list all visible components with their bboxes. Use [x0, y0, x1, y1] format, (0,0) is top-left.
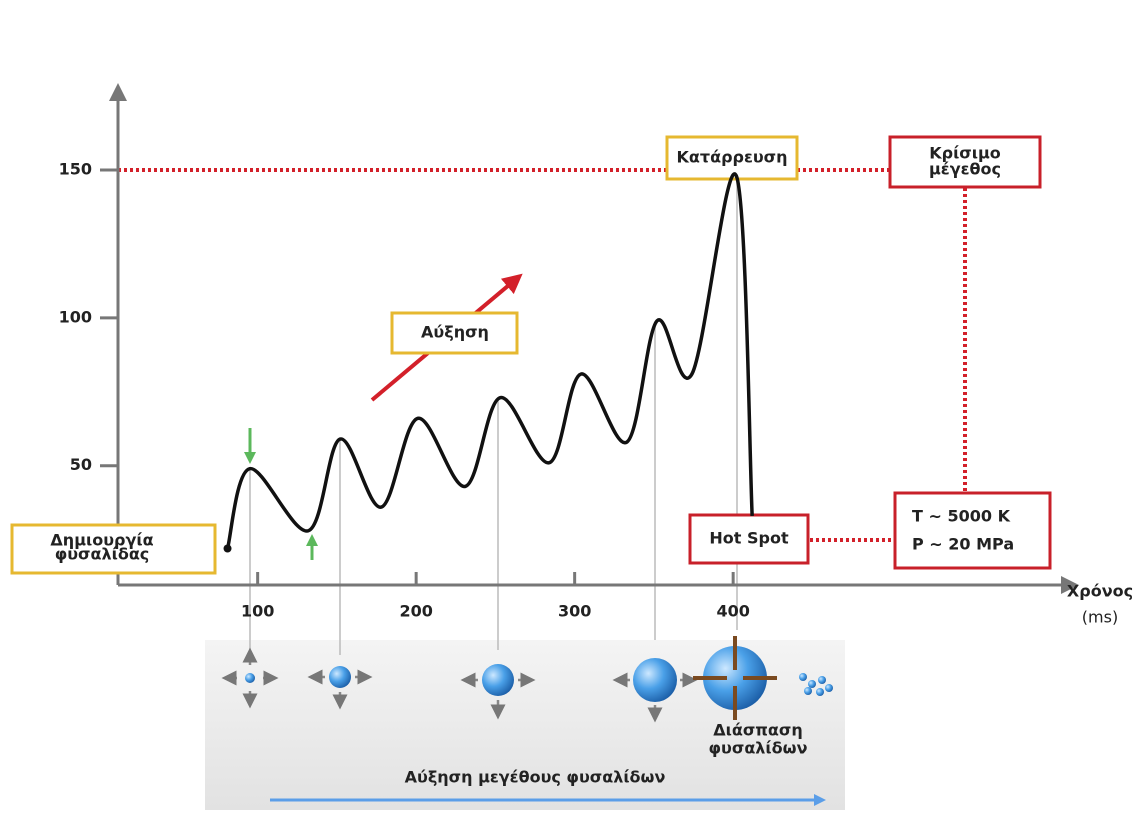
y-tick-label: 150: [59, 159, 92, 178]
diagram: 50 100 150 100 200 300 400 Χρόνος (ms) Κατάρρευση…: [0, 0, 1135, 810]
y-tick-label: 100: [59, 307, 92, 326]
x-tick-label: 200: [399, 602, 432, 621]
x-tick-label: 100: [241, 602, 274, 621]
annotation: φυσαλίδας: [55, 545, 150, 564]
x-axis-label: (ms): [1082, 608, 1118, 627]
dotted-guides: [118, 170, 965, 540]
annotation: Αύξηση μεγέθους φυσαλίδων: [405, 768, 666, 787]
annotation: φυσαλίδων: [709, 739, 808, 758]
x-tick-label: 300: [558, 602, 591, 621]
boxes: [12, 137, 1050, 573]
annotation: Διάσπαση: [713, 721, 803, 740]
x-tick-label: 400: [716, 602, 749, 621]
y-tick-label: 50: [70, 455, 92, 474]
annotation: Hot Spot: [709, 529, 789, 548]
annotation: Αύξηση: [421, 323, 489, 342]
bubble-radius-curve: [228, 174, 753, 549]
annotation: μέγεθος: [929, 160, 1001, 179]
x-axis-label: Χρόνος: [1067, 582, 1133, 601]
annotation: Κατάρρευση: [676, 148, 787, 167]
annotation: P ~ 20 MPa: [912, 535, 1014, 554]
start-point: [224, 545, 232, 553]
annotation: T ~ 5000 K: [912, 507, 1011, 526]
